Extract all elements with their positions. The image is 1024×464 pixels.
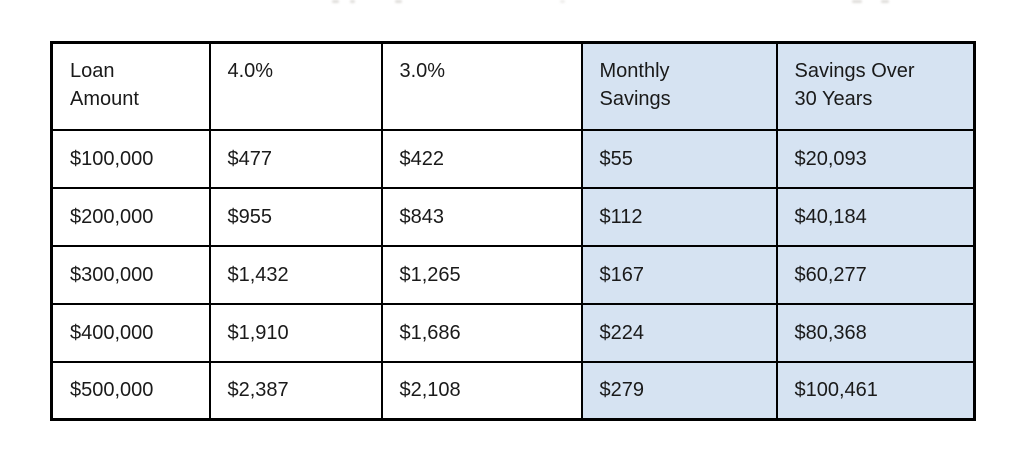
- cell-payment-4pct: $1,910: [208, 302, 383, 363]
- table-row: $500,000 $2,387 $2,108 $279 $100,461: [50, 360, 976, 421]
- column-header-rate-3-percent: 3.0%: [380, 41, 583, 131]
- cell-payment-3pct: $1,686: [380, 302, 583, 363]
- cell-savings-30-years: $20,093: [775, 128, 976, 189]
- cell-monthly-savings: $112: [580, 186, 778, 247]
- table-row: $300,000 $1,432 $1,265 $167 $60,277: [50, 244, 976, 305]
- cell-payment-4pct: $2,387: [208, 360, 383, 421]
- cell-savings-30-years: $60,277: [775, 244, 976, 305]
- cropped-text-artifact: [881, 0, 889, 3]
- cell-payment-3pct: $1,265: [380, 244, 583, 305]
- cell-loan-amount: $100,000: [50, 128, 211, 189]
- cell-monthly-savings: $55: [580, 128, 778, 189]
- cell-payment-3pct: $2,108: [380, 360, 583, 421]
- table-row: $200,000 $955 $843 $112 $40,184: [50, 186, 976, 247]
- table-row: $100,000 $477 $422 $55 $20,093: [50, 128, 976, 189]
- cell-savings-30-years: $100,461: [775, 360, 976, 421]
- cell-loan-amount: $200,000: [50, 186, 211, 247]
- cell-payment-4pct: $955: [208, 186, 383, 247]
- header-row: Loan Amount 4.0% 3.0% Monthly Savings Sa…: [50, 41, 976, 131]
- column-header-rate-4-percent: 4.0%: [208, 41, 383, 131]
- cropped-text-artifact: [350, 0, 355, 3]
- column-header-savings-30-years: Savings Over 30 Years: [775, 41, 976, 131]
- cell-savings-30-years: $40,184: [775, 186, 976, 247]
- loan-savings-table: Loan Amount 4.0% 3.0% Monthly Savings Sa…: [50, 41, 976, 421]
- column-header-monthly-savings: Monthly Savings: [580, 41, 778, 131]
- cell-payment-4pct: $477: [208, 128, 383, 189]
- table-row: $400,000 $1,910 $1,686 $224 $80,368: [50, 302, 976, 363]
- cell-payment-4pct: $1,432: [208, 244, 383, 305]
- cell-monthly-savings: $224: [580, 302, 778, 363]
- cropped-text-artifact: [852, 0, 862, 3]
- cell-payment-3pct: $422: [380, 128, 583, 189]
- cell-monthly-savings: $279: [580, 360, 778, 421]
- cell-monthly-savings: $167: [580, 244, 778, 305]
- cropped-text-artifact: [395, 0, 402, 3]
- cell-loan-amount: $400,000: [50, 302, 211, 363]
- cropped-text-artifact: [332, 0, 339, 3]
- cell-loan-amount: $300,000: [50, 244, 211, 305]
- cell-payment-3pct: $843: [380, 186, 583, 247]
- cell-savings-30-years: $80,368: [775, 302, 976, 363]
- cell-loan-amount: $500,000: [50, 360, 211, 421]
- column-header-loan-amount: Loan Amount: [50, 41, 211, 131]
- cropped-text-artifact: [560, 0, 565, 3]
